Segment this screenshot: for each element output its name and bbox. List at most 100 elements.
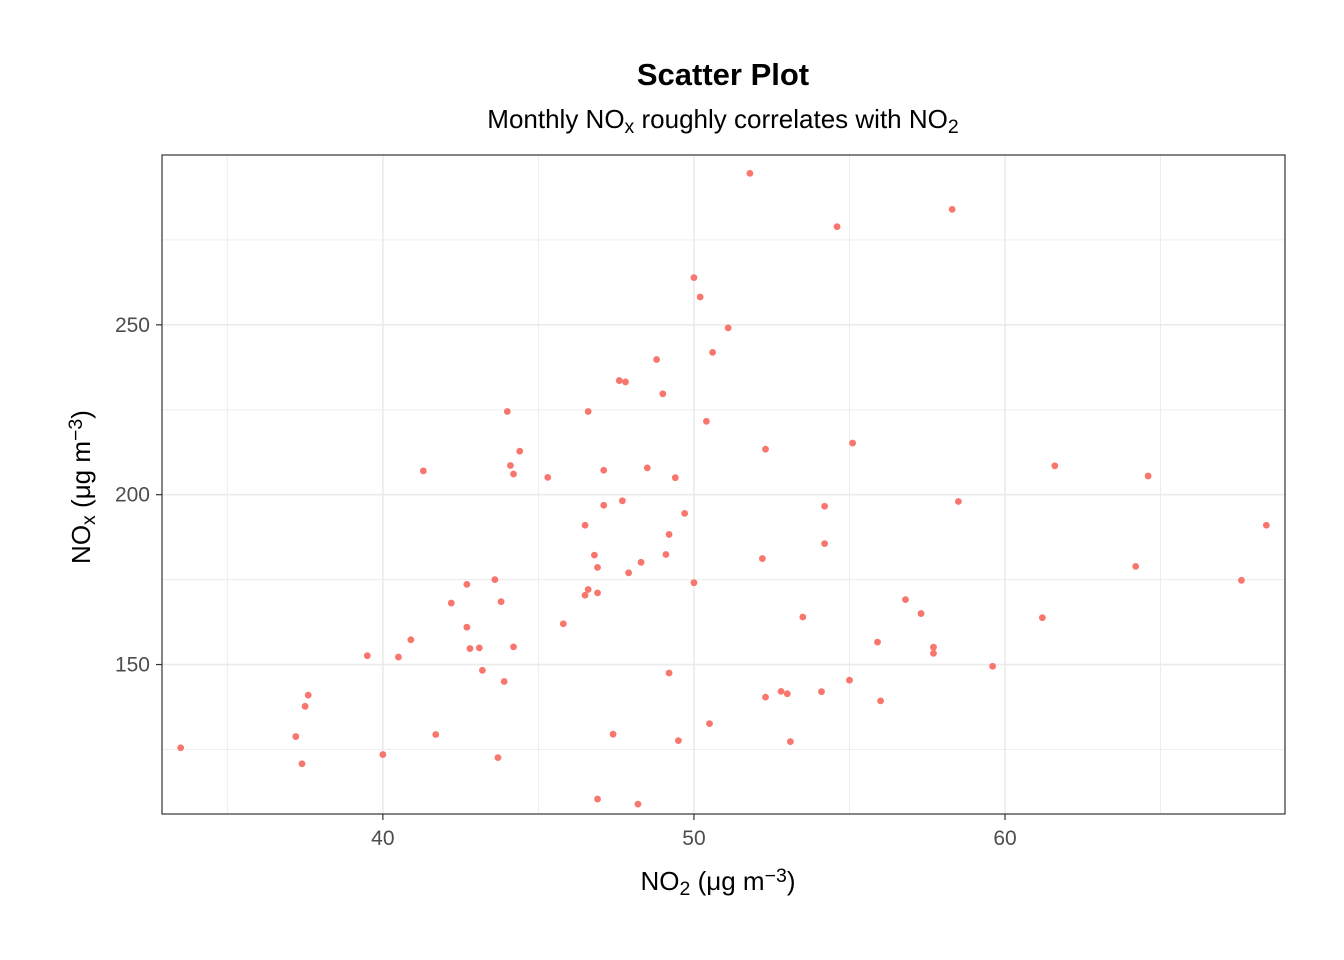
data-point <box>799 613 807 621</box>
data-point <box>930 643 937 651</box>
x-axis-ticks: 40 50 60 <box>371 814 1017 850</box>
data-point <box>491 576 499 584</box>
panel-border <box>161 154 1286 815</box>
data-point <box>500 678 508 685</box>
y-tick-label: 250 <box>115 314 150 337</box>
data-points <box>177 169 1270 808</box>
data-point <box>702 417 710 425</box>
data-point <box>762 445 769 453</box>
data-point <box>902 596 909 604</box>
data-point <box>600 466 608 474</box>
minor-gridlines <box>162 155 1285 814</box>
data-point <box>625 569 633 577</box>
data-point <box>681 509 689 517</box>
data-point <box>622 378 629 386</box>
data-point <box>786 738 794 746</box>
data-point <box>432 731 440 738</box>
data-point <box>849 439 856 447</box>
data-point <box>407 636 415 644</box>
data-point <box>1051 462 1059 470</box>
data-point <box>653 356 661 363</box>
data-point <box>846 676 853 684</box>
data-point <box>609 730 617 738</box>
data-point <box>301 702 309 710</box>
data-point <box>833 223 841 231</box>
data-point <box>298 760 306 768</box>
data-point <box>559 620 567 628</box>
data-point <box>584 408 592 415</box>
data-point <box>581 591 589 599</box>
data-point <box>447 599 455 607</box>
data-point <box>292 733 300 740</box>
data-point <box>665 531 673 538</box>
data-point <box>544 473 552 481</box>
data-point <box>758 555 766 562</box>
data-point <box>762 693 769 701</box>
data-point <box>1132 562 1140 570</box>
data-point <box>395 653 402 661</box>
data-point <box>690 579 698 587</box>
data-point <box>674 737 682 745</box>
x-tick-label: 60 <box>993 827 1016 850</box>
data-point <box>304 691 312 699</box>
data-point <box>671 474 679 482</box>
data-point <box>821 502 829 510</box>
x-tick-label: 40 <box>371 827 394 850</box>
data-point <box>706 720 713 728</box>
data-point <box>516 447 524 455</box>
data-point <box>463 623 471 631</box>
data-point <box>618 497 626 505</box>
data-point <box>584 586 592 593</box>
data-point <box>463 580 471 588</box>
data-point <box>494 754 502 762</box>
data-point <box>510 470 517 478</box>
data-point <box>594 589 601 597</box>
data-point <box>643 464 651 472</box>
data-point <box>746 169 754 177</box>
y-tick-label: 150 <box>115 654 150 677</box>
y-tick-label: 200 <box>115 484 150 507</box>
data-point <box>507 462 514 469</box>
data-point <box>818 688 825 696</box>
data-point <box>948 205 956 213</box>
data-point <box>510 643 517 651</box>
y-axis-label: NOx (μg m−3) <box>65 410 100 564</box>
data-point <box>954 498 962 505</box>
data-point <box>503 408 511 415</box>
data-point <box>659 390 667 398</box>
data-point <box>821 540 829 548</box>
data-point <box>581 521 589 529</box>
data-point <box>594 795 601 803</box>
data-point <box>989 662 996 670</box>
data-point <box>783 690 791 698</box>
data-point <box>600 501 608 509</box>
data-point <box>634 800 642 808</box>
data-point <box>466 645 474 652</box>
chart-title: Scatter Plot <box>637 57 809 92</box>
data-point <box>724 324 732 332</box>
x-axis-label: NO2 (μg m−3) <box>641 865 796 900</box>
data-point <box>690 274 698 282</box>
data-point <box>591 551 598 559</box>
y-axis-ticks: 150 200 250 <box>115 314 162 677</box>
data-point <box>479 666 486 674</box>
data-point <box>594 563 601 571</box>
data-point <box>497 598 505 606</box>
data-point <box>665 669 673 677</box>
data-point <box>1144 472 1152 480</box>
data-point <box>917 610 925 617</box>
data-point <box>363 652 371 660</box>
data-point <box>662 551 670 558</box>
data-point <box>1038 614 1046 622</box>
data-point <box>877 697 884 705</box>
data-point <box>777 687 785 695</box>
data-point <box>419 467 427 475</box>
data-point <box>1262 521 1270 529</box>
data-point <box>177 744 185 752</box>
chart-subtitle: Monthly NOx roughly correlates with NO2 <box>487 104 958 138</box>
x-tick-label: 50 <box>682 827 705 850</box>
data-point <box>930 649 937 657</box>
major-gridlines <box>162 155 1285 814</box>
data-point <box>475 644 483 652</box>
